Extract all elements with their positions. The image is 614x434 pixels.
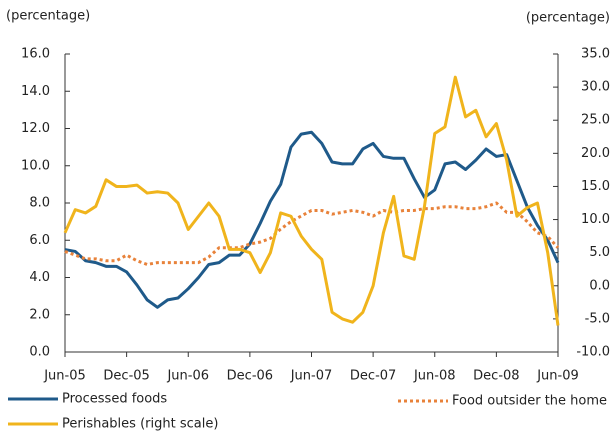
x-tick-label: Dec-05 [103, 369, 149, 384]
y2-tick-label: -10.0 [576, 345, 610, 360]
series-line [63, 75, 560, 326]
y-tick-label: 16.0 [21, 47, 50, 62]
y-tick-label: 0.0 [29, 345, 50, 360]
series-line [64, 201, 560, 266]
y-axis-label: (percentage) [6, 9, 90, 24]
y2-tick-label: 10.0 [581, 212, 610, 227]
y2-tick-label: -5.0 [585, 311, 610, 326]
y2-axis-label: (percentage) [526, 11, 610, 26]
legend-label: Food outsider the home [452, 394, 607, 409]
y-tick-label: 10.0 [21, 158, 50, 173]
x-tick-label: Dec-07 [350, 369, 396, 384]
y-tick-label: 8.0 [29, 196, 50, 211]
y-tick-label: 2.0 [29, 307, 50, 322]
y2-tick-label: 25.0 [581, 113, 610, 128]
y-tick-label: 4.0 [29, 270, 50, 285]
x-tick-label: Jun-07 [290, 369, 333, 384]
x-tick-label: Dec-08 [473, 369, 519, 384]
legend-label: Perishables (right scale) [62, 417, 218, 432]
x-tick-label: Jun-08 [413, 369, 456, 384]
x-tick-label: Jun-05 [43, 369, 86, 384]
y2-tick-label: 20.0 [581, 146, 610, 161]
y2-tick-label: 35.0 [581, 47, 610, 62]
x-tick-label: Jun-06 [166, 369, 209, 384]
y2-tick-label: 15.0 [581, 179, 610, 194]
legend-label: Processed foods [62, 392, 167, 407]
y2-tick-label: 5.0 [589, 245, 610, 260]
x-tick-label: Dec-06 [227, 369, 273, 384]
series-line [64, 130, 560, 309]
y2-tick-label: 30.0 [581, 80, 610, 95]
y2-tick-label: 0.0 [589, 278, 610, 293]
y-tick-label: 6.0 [29, 233, 50, 248]
x-tick-label: Jun-09 [536, 369, 579, 384]
y-tick-label: 14.0 [21, 84, 50, 99]
y-tick-label: 12.0 [21, 121, 50, 136]
